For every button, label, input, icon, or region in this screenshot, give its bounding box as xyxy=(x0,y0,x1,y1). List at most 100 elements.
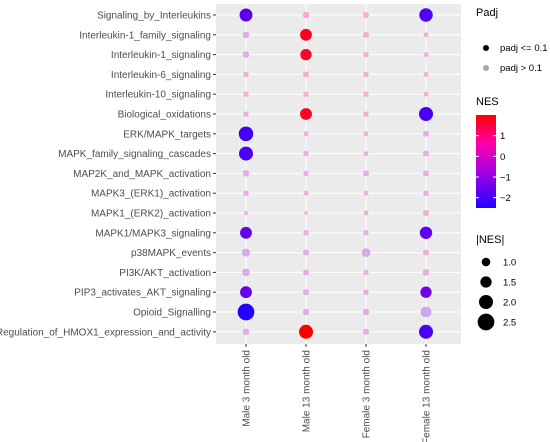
nes-dot xyxy=(363,51,369,58)
nes-dot xyxy=(303,71,309,78)
nes-dot xyxy=(363,230,369,236)
nes-dot xyxy=(363,111,369,117)
nes-dot xyxy=(242,328,250,336)
group-label: Female 13 month old xyxy=(422,350,433,442)
nes-dot xyxy=(302,308,310,316)
nes-dot xyxy=(239,8,253,22)
nes-dot xyxy=(243,111,249,117)
nes-dot xyxy=(304,211,308,215)
nes-dot xyxy=(242,268,250,277)
nes-dot xyxy=(303,150,309,157)
nes-tick-label: −2 xyxy=(500,193,511,204)
nes-dot xyxy=(302,11,310,19)
nes-dot xyxy=(363,12,369,18)
padj-legend-dot-nonsignificant xyxy=(483,65,489,71)
nes-dot xyxy=(303,249,309,256)
nes-dot xyxy=(242,51,250,58)
size-legend-title: |NES| xyxy=(476,234,504,246)
padj-legend-dot-significant xyxy=(483,45,489,51)
pathway-label: Opioid_Signalling xyxy=(133,308,211,319)
padj-legend-title: Padj xyxy=(476,7,498,19)
nes-dot xyxy=(363,91,369,97)
grid-lines xyxy=(216,4,461,344)
nes-dot xyxy=(363,289,369,295)
size-legend-label: 1.0 xyxy=(503,258,516,269)
nes-dot xyxy=(363,151,369,157)
nes-dot xyxy=(362,308,370,316)
nes-dot xyxy=(363,71,369,78)
nes-dot xyxy=(300,28,312,41)
nes-dot xyxy=(363,170,369,177)
size-legend: |NES| 1.0 1.5 2.0 2.5 xyxy=(476,234,516,331)
pathway-label: Interleukin-6_signaling xyxy=(111,70,211,81)
nes-dot xyxy=(419,8,433,22)
nes-dot xyxy=(242,170,250,177)
nes-tick-label: 1 xyxy=(500,131,505,142)
pathway-label: Interleukin-1_signaling xyxy=(111,50,211,61)
nes-dot xyxy=(423,32,429,38)
nes-tick-label: −1 xyxy=(500,173,511,184)
nes-dot xyxy=(241,248,251,257)
pathway-label: Signaling_by_Interleukins xyxy=(97,11,211,22)
pathway-label: MAPK1_(ERK2)_activation xyxy=(91,209,211,220)
nes-dot xyxy=(303,289,309,296)
pathway-label: MAPK1/MAPK3_signaling xyxy=(95,228,211,239)
pathway-label: Biological_oxidations xyxy=(118,110,211,121)
nes-dot xyxy=(240,286,252,299)
nes-colorbar-ticks: 1 0 −1 −2 xyxy=(476,131,511,204)
padj-legend-label-significant: padj <= 0.1 xyxy=(500,43,548,54)
nes-dot xyxy=(363,210,369,216)
nes-dot xyxy=(363,190,369,196)
nes-colorbar-legend: NES 1 0 −1 −2 xyxy=(476,96,511,208)
nes-dot xyxy=(420,286,432,298)
group-label: Male 3 month old xyxy=(242,350,253,427)
pathway-label: PIP3_activates_AKT_signaling xyxy=(74,288,211,299)
padj-legend: Padj padj <= 0.1 padj > 0.1 xyxy=(476,7,548,74)
nes-dot xyxy=(363,31,369,38)
nes-tick-label: 0 xyxy=(500,152,505,163)
nes-dot xyxy=(242,31,250,39)
size-legend-dot xyxy=(477,313,495,331)
pathway-label: Regulation_of_HMOX1_expression_and_activ… xyxy=(0,327,211,338)
nes-dot xyxy=(423,52,429,58)
plot-panel xyxy=(216,4,461,344)
nes-dot xyxy=(423,170,429,177)
nes-legend-title: NES xyxy=(476,96,499,108)
nes-dot xyxy=(303,170,309,177)
nes-dot xyxy=(420,306,432,318)
nes-dot xyxy=(423,210,429,216)
size-legend-dot xyxy=(480,276,492,288)
nes-dot xyxy=(237,303,255,321)
nes-dot xyxy=(363,269,369,276)
nes-dot xyxy=(243,210,249,216)
nes-dot xyxy=(303,230,309,236)
nes-dot xyxy=(240,226,252,239)
pathway-label: PI3K/AKT_activation xyxy=(119,268,211,279)
nes-dot xyxy=(422,269,430,276)
nes-dot xyxy=(363,328,369,335)
group-label: Male 13 month old xyxy=(302,350,313,432)
nes-colorbar xyxy=(476,115,496,208)
size-legend-label: 2.5 xyxy=(503,318,516,329)
nes-dot xyxy=(363,131,369,137)
nes-dot xyxy=(423,71,429,77)
nes-dot xyxy=(303,91,309,97)
size-legend-dot xyxy=(479,295,493,309)
pathway-label: ERK/MAPK_targets xyxy=(123,129,211,140)
size-legend-items: 1.0 1.5 2.0 2.5 xyxy=(477,257,516,331)
pathway-labels: Signaling_by_Interleukins Interleukin-1_f… xyxy=(0,11,216,338)
nes-dot xyxy=(423,150,429,157)
nes-dot xyxy=(243,71,249,78)
nes-dot xyxy=(423,91,429,97)
size-legend-dot xyxy=(481,257,491,267)
pathway-label: Interleukin-1_family_signaling xyxy=(79,30,211,41)
nes-dot xyxy=(238,126,254,142)
nes-dot xyxy=(419,324,433,339)
nes-dot xyxy=(419,107,433,121)
nes-dot xyxy=(423,190,429,196)
nes-dot xyxy=(300,108,312,120)
pathway-label: MAPK_family_signaling_cascades xyxy=(58,149,211,160)
group-label: Female 3 month old xyxy=(362,350,373,438)
nes-dot xyxy=(300,48,312,61)
